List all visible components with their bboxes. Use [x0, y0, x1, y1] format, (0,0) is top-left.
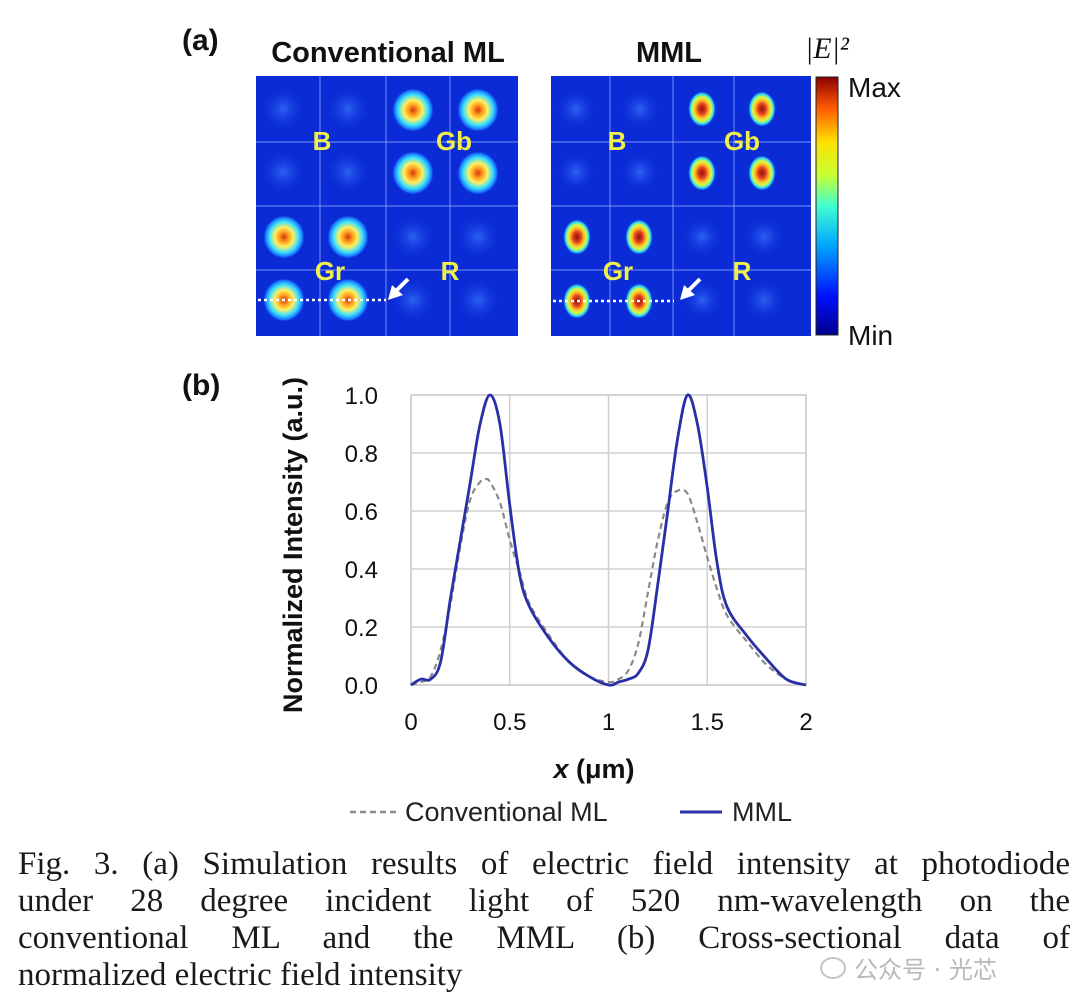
- arrow-icon: [388, 277, 410, 300]
- label-gb: Gb: [436, 126, 472, 156]
- caption-line-3: conventional ML and the MML (b) Cross-se…: [18, 920, 1070, 956]
- y-axis-label: Normalized Intensity (a.u.): [278, 377, 308, 713]
- x-tick-label: 1.5: [691, 709, 724, 736]
- series-line-mml: [410, 393, 807, 687]
- chart-legend: Conventional ML MML: [350, 797, 792, 827]
- y-tick-label: 0.6: [345, 499, 378, 526]
- watermark: 公众号 · 光芯: [820, 950, 997, 985]
- panel-a-field-maps: (a) Conventional ML MML |E|²: [182, 24, 901, 351]
- y-tick-label: 0.0: [345, 673, 378, 700]
- label-gr: Gr: [315, 256, 345, 286]
- y-tick-label: 0.4: [345, 557, 378, 584]
- colorbar: Max Min: [815, 72, 901, 351]
- legend-mml: MML: [732, 797, 792, 827]
- chart-series: [410, 393, 807, 687]
- x-axis-var: x: [551, 754, 569, 784]
- label-gb: Gb: [724, 126, 760, 156]
- label-b: B: [313, 126, 332, 156]
- bright-spots: [563, 91, 776, 319]
- label-r: R: [733, 256, 752, 286]
- caption-line-2: under 28 degree incident light of 520 nm…: [18, 883, 1070, 919]
- y-tick-label: 0.2: [345, 615, 378, 642]
- y-tick-label: 0.8: [345, 441, 378, 468]
- colorbar-min-label: Min: [848, 320, 893, 351]
- colorbar-max-label: Max: [848, 72, 901, 103]
- arrow-icon: [680, 277, 702, 300]
- pixel-grid: [551, 76, 811, 336]
- x-tick-label: 2: [799, 709, 812, 736]
- panel-b-label: (b): [182, 369, 220, 402]
- pixel-grid: [256, 76, 518, 336]
- dim-spots: [556, 89, 784, 320]
- x-tick-label: 0: [404, 709, 417, 736]
- legend-conventional-ml: Conventional ML: [405, 797, 608, 827]
- panel-a-label: (a): [182, 24, 219, 57]
- conventional-ml-title: Conventional ML: [271, 37, 505, 69]
- label-b: B: [608, 126, 627, 156]
- mml-map: B Gb Gr R: [551, 76, 811, 336]
- x-tick-label: 0.5: [493, 709, 526, 736]
- x-tick-label: 1: [602, 709, 615, 736]
- intensity-line-chart: (b) 0.0 0.2 0.4 0.6 0.8 1.0 0 0.5 1 1.5 2 Normali…: [182, 369, 813, 827]
- figure-caption: Fig. 3. (a) Simulation results of electr…: [18, 846, 1070, 994]
- mml-title: MML: [636, 37, 702, 69]
- bright-spots: [263, 88, 499, 322]
- y-tick-label: 1.0: [345, 383, 378, 410]
- label-gr: Gr: [603, 256, 633, 286]
- watermark-text: 公众号 · 光芯: [854, 956, 997, 984]
- x-tick-labels: 0 0.5 1 1.5 2: [404, 709, 812, 736]
- x-axis-label: x (μm): [551, 754, 634, 784]
- caption-line-1: Fig. 3. (a) Simulation results of electr…: [18, 846, 1070, 882]
- caption-line-4: normalized electric field intensity: [18, 957, 463, 993]
- wechat-icon: [820, 956, 846, 979]
- series-line-conventional-ml: [410, 477, 807, 687]
- label-r: R: [441, 256, 460, 286]
- y-tick-labels: 0.0 0.2 0.4 0.6 0.8 1.0: [345, 383, 378, 700]
- colorbar-title: |E|²: [805, 32, 850, 65]
- dim-spots: [261, 87, 500, 322]
- conventional-ml-map: B Gb Gr R: [256, 76, 518, 336]
